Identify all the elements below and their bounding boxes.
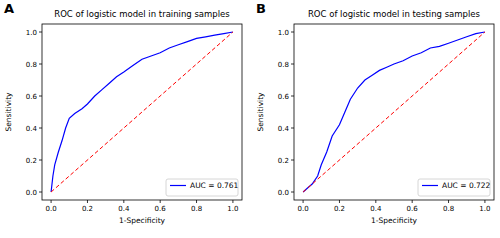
x-tick-label: 0.2 <box>334 205 345 213</box>
legend-box <box>418 179 490 196</box>
legend: AUC = 0.761 <box>166 179 239 196</box>
y-tick <box>39 32 42 33</box>
panel-label: B <box>256 1 266 16</box>
y-tick <box>291 64 294 65</box>
reference-line <box>303 32 485 192</box>
panel: B ROC of logistic model in testing sample… <box>256 1 494 225</box>
roc-curve <box>51 32 233 192</box>
x-tick-label: 0.4 <box>370 205 382 213</box>
y-tick-label: 0.6 <box>278 93 290 101</box>
y-tick <box>291 96 294 97</box>
legend-swatch <box>422 185 438 186</box>
x-tick <box>375 200 376 203</box>
x-tick <box>303 200 304 203</box>
y-label: Sensitivity <box>4 92 13 132</box>
x-tick-label: 0.6 <box>155 205 167 213</box>
y-tick <box>291 160 294 161</box>
legend-label: AUC = 0.722 <box>442 181 491 190</box>
x-tick <box>160 200 161 203</box>
legend-swatch <box>170 185 186 186</box>
x-tick-label: 0.8 <box>191 205 202 213</box>
x-tick-label: 0.2 <box>82 205 93 213</box>
plot-area <box>303 32 485 192</box>
x-tick-label: 0.0 <box>298 205 309 213</box>
y-label: Sensitivity <box>256 92 265 132</box>
x-tick-label: 1.0 <box>227 205 238 213</box>
x-tick <box>339 200 340 203</box>
legend-box <box>166 179 238 196</box>
y-tick <box>39 128 42 129</box>
x-tick <box>196 200 197 203</box>
y-tick-label: 0.2 <box>278 157 289 165</box>
panel: A ROC of logistic model in training sampl… <box>4 1 242 225</box>
x-tick <box>51 200 52 203</box>
panel-label: A <box>4 1 14 16</box>
plot-area <box>51 32 233 192</box>
legend: AUC = 0.722 <box>418 179 491 196</box>
x-tick-label: 0.0 <box>46 205 57 213</box>
y-tick <box>39 160 42 161</box>
x-tick <box>484 200 485 203</box>
y-tick <box>39 64 42 65</box>
y-tick <box>291 128 294 129</box>
x-tick <box>123 200 124 203</box>
x-tick-label: 0.8 <box>443 205 454 213</box>
y-tick-label: 0.0 <box>278 189 289 197</box>
x-tick <box>87 200 88 203</box>
frame <box>42 24 242 200</box>
y-tick-label: 0.8 <box>26 61 37 69</box>
y-tick-label: 0.8 <box>278 61 289 69</box>
y-tick-label: 1.0 <box>278 29 289 37</box>
y-tick-label: 0.6 <box>26 93 38 101</box>
x-label: 1-Specificity <box>119 216 166 225</box>
y-tick <box>291 192 294 193</box>
x-tick-label: 0.4 <box>118 205 130 213</box>
reference-line <box>51 32 233 192</box>
figure: A ROC of logistic model in training sampl… <box>0 0 500 238</box>
x-tick-label: 0.6 <box>407 205 419 213</box>
y-tick <box>39 192 42 193</box>
frame <box>294 24 494 200</box>
x-tick <box>232 200 233 203</box>
x-label: 1-Specificity <box>371 216 418 225</box>
x-tick <box>448 200 449 203</box>
y-tick-label: 0.2 <box>26 157 37 165</box>
y-tick-label: 1.0 <box>26 29 37 37</box>
y-tick <box>39 96 42 97</box>
roc-curve <box>303 32 485 192</box>
y-tick-label: 0.4 <box>278 125 290 133</box>
title: ROC of logistic model in training sample… <box>54 9 230 19</box>
y-tick <box>291 32 294 33</box>
x-tick <box>412 200 413 203</box>
y-tick-label: 0.4 <box>26 125 38 133</box>
x-tick-label: 1.0 <box>479 205 490 213</box>
y-tick-label: 0.0 <box>26 189 37 197</box>
legend-label: AUC = 0.761 <box>190 181 239 190</box>
title: ROC of logistic model in testing samples <box>308 9 481 19</box>
